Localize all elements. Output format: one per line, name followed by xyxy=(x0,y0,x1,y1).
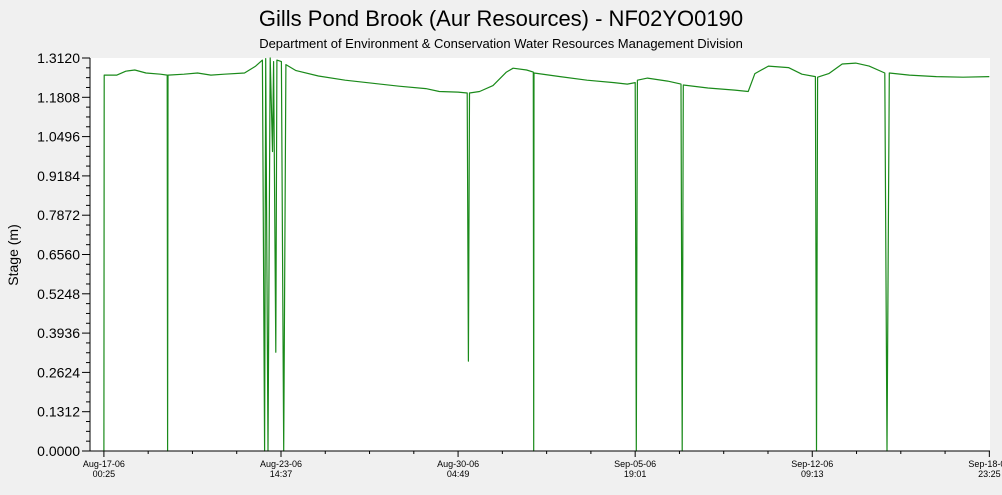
y-tick-label: 0.0000 xyxy=(37,443,80,459)
x-tick-time-label: 00:25 xyxy=(93,469,116,479)
axes-layer: 0.0000 0.1312 0.2624 0.3936 0.5248 0.6560 0.78… xyxy=(37,50,1002,479)
x-tick-time-label: 09:13 xyxy=(801,469,824,479)
chart-title: Gills Pond Brook (Aur Resources) - NF02Y… xyxy=(258,6,744,31)
chart-subtitle: Department of Environment & Conservation… xyxy=(259,36,743,51)
series-layer xyxy=(103,57,990,452)
y-tick-label: 0.9184 xyxy=(37,168,80,184)
y-axis-label: Stage (m) xyxy=(5,224,21,285)
y-tick-label: 0.1312 xyxy=(37,404,80,420)
plot-area xyxy=(90,58,990,451)
series-line xyxy=(103,57,990,452)
x-tick-label: Sep-18-06 xyxy=(968,459,1002,469)
x-tick-time-label: 14:37 xyxy=(270,469,293,479)
y-tick-label: 1.3120 xyxy=(37,50,80,66)
x-tick-label: Sep-12-06 xyxy=(791,459,833,469)
y-tick-label: 0.3936 xyxy=(37,325,80,341)
y-tick-label: 0.6560 xyxy=(37,247,80,263)
y-tick-label: 0.5248 xyxy=(37,286,80,302)
x-tick-time-label: 19:01 xyxy=(624,469,647,479)
x-tick-time-label: 04:49 xyxy=(447,469,470,479)
x-tick-label: Sep-05-06 xyxy=(614,459,656,469)
y-tick-label: 1.1808 xyxy=(37,89,80,105)
x-tick-label: Aug-17-06 xyxy=(83,459,125,469)
x-tick-label: Aug-30-06 xyxy=(437,459,479,469)
y-tick-label: 0.7872 xyxy=(37,207,80,223)
x-tick-time-label: 23:25 xyxy=(978,469,1001,479)
plot-background xyxy=(90,58,990,451)
y-tick-label: 0.2624 xyxy=(37,364,80,380)
x-tick-label: Aug-23-06 xyxy=(260,459,302,469)
y-tick-label: 1.0496 xyxy=(37,129,80,145)
